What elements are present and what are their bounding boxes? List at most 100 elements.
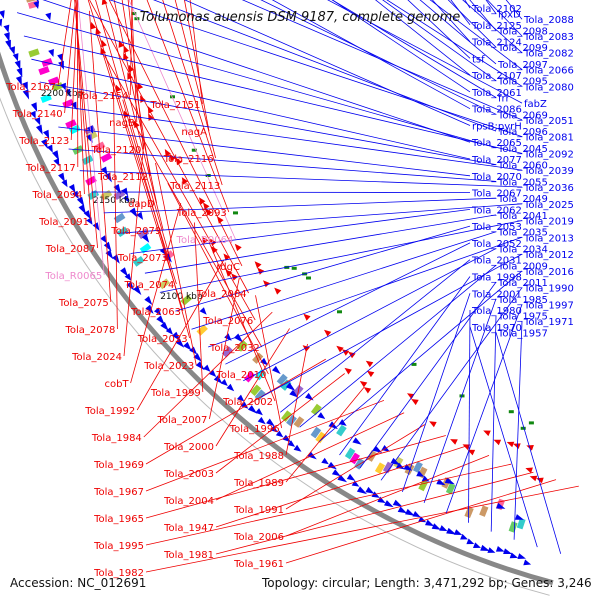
leader-line <box>445 304 523 514</box>
plus-strand-gene <box>33 1 40 10</box>
minus-strand-gene <box>101 0 108 5</box>
plus-strand-gene <box>199 307 207 315</box>
annotation-block <box>336 424 347 437</box>
feature-label: Tola_2080 <box>523 82 574 93</box>
leader-line <box>319 270 523 442</box>
minus-strand-gene <box>181 177 189 185</box>
leader-line <box>58 126 471 177</box>
plus-strand-gene <box>346 473 356 481</box>
leader-line <box>64 0 76 114</box>
feature-label: Tola_1965 <box>93 514 144 525</box>
plus-strand-gene <box>14 60 21 70</box>
leader-line <box>77 0 79 168</box>
feature-label: Tola_2016 <box>523 267 574 278</box>
plus-strand-gene <box>321 457 329 465</box>
leader-line <box>136 259 225 411</box>
leader-line <box>112 77 118 330</box>
plus-strand-gene <box>257 416 266 425</box>
plus-strand-gene <box>145 304 154 314</box>
plus-strand-gene <box>351 480 360 487</box>
plus-strand-gene <box>9 46 15 55</box>
leader-line <box>429 0 523 70</box>
annotation-block <box>393 456 404 469</box>
ruler-label: 2200 kbp <box>41 89 84 99</box>
feature-label: Tola_2034 <box>497 245 548 256</box>
plus-strand-gene <box>317 412 326 419</box>
backbone-arc <box>0 51 554 586</box>
feature-label: Tola_2025 <box>523 200 574 211</box>
plus-strand-gene <box>480 544 490 551</box>
feature-label: Tola_2096 <box>497 127 548 138</box>
annotation-block <box>310 426 322 439</box>
feature-label: Tola_2023 <box>143 361 194 372</box>
plus-strand-gene <box>64 88 71 98</box>
feature-label: Tola_2074 <box>124 280 175 291</box>
annotation-block <box>508 521 518 533</box>
leader-line <box>77 0 105 276</box>
leader-line <box>162 0 223 186</box>
feature-label: Tola_1989 <box>233 478 284 489</box>
plus-strand-gene <box>104 172 112 183</box>
feature-label: Tola_2082 <box>523 49 574 60</box>
leader-line <box>175 225 471 312</box>
plus-strand-gene <box>124 273 132 281</box>
plus-strand-gene <box>266 418 275 427</box>
leader-line <box>285 387 365 483</box>
plus-strand-gene <box>487 547 496 553</box>
leader-line <box>145 435 446 519</box>
annotation-block <box>196 324 208 336</box>
minus-strand-gene <box>217 216 224 224</box>
feature-label: Tola_1992 <box>84 406 135 417</box>
feature-label: Tola_2052 <box>471 239 522 250</box>
leader-line <box>113 0 157 204</box>
leader-line <box>380 287 523 481</box>
minus-strand-gene <box>199 197 206 205</box>
feature-label: Tola_2079 <box>110 226 161 237</box>
leader-line <box>243 248 497 382</box>
leader-line <box>215 328 290 447</box>
feature-label: Tola_2011 <box>497 278 548 289</box>
leader-line <box>261 253 523 398</box>
leader-line <box>145 400 385 492</box>
minus-strand-gene <box>429 421 437 428</box>
plus-strand-gene <box>412 511 421 518</box>
plus-strand-gene <box>141 233 150 243</box>
plus-strand-gene <box>203 364 211 372</box>
leader-line <box>208 236 523 348</box>
plus-strand-gene <box>293 444 302 452</box>
minus-strand-gene <box>274 287 282 295</box>
feature-label: Tola_2012 <box>523 250 574 261</box>
feature-label: Tola_1999 <box>150 388 201 399</box>
feature-label: Tola_2002 <box>222 397 273 408</box>
leader-line <box>495 332 562 554</box>
leader-line <box>167 183 269 375</box>
minus-strand-gene <box>169 153 176 162</box>
minus-strand-gene <box>513 443 521 449</box>
plus-strand-gene <box>327 461 337 470</box>
annotation-block <box>293 416 305 428</box>
minus-strand-gene <box>462 444 471 450</box>
feature-label: Tola_2154 <box>77 91 128 102</box>
feature-label: Tola_2093 <box>176 208 227 219</box>
plus-strand-gene <box>453 529 463 535</box>
feature-label: Tola_2086 <box>471 105 522 116</box>
feature-label: Tola_2060 <box>497 161 548 172</box>
leader-line <box>79 170 523 188</box>
plus-strand-gene <box>289 389 298 398</box>
plus-strand-gene <box>12 53 19 62</box>
plus-strand-gene <box>48 49 54 57</box>
annotation-block <box>244 371 256 383</box>
feature-label: Tola_1985 <box>497 295 548 306</box>
leader-line <box>103 197 497 214</box>
feature-label: lpxD <box>498 10 521 21</box>
feature-label: Tola_2092 <box>523 149 574 160</box>
feature-tick <box>306 276 311 280</box>
leader-line <box>127 0 144 150</box>
feature-label: Tola_2088 <box>523 15 574 26</box>
plus-strand-gene <box>446 527 457 535</box>
leader-line <box>74 0 98 249</box>
feature-label: Tola_2083 <box>523 32 574 43</box>
feature-label: Tola_2123 <box>18 136 69 147</box>
feature-label: Tola_2094 <box>32 190 83 201</box>
